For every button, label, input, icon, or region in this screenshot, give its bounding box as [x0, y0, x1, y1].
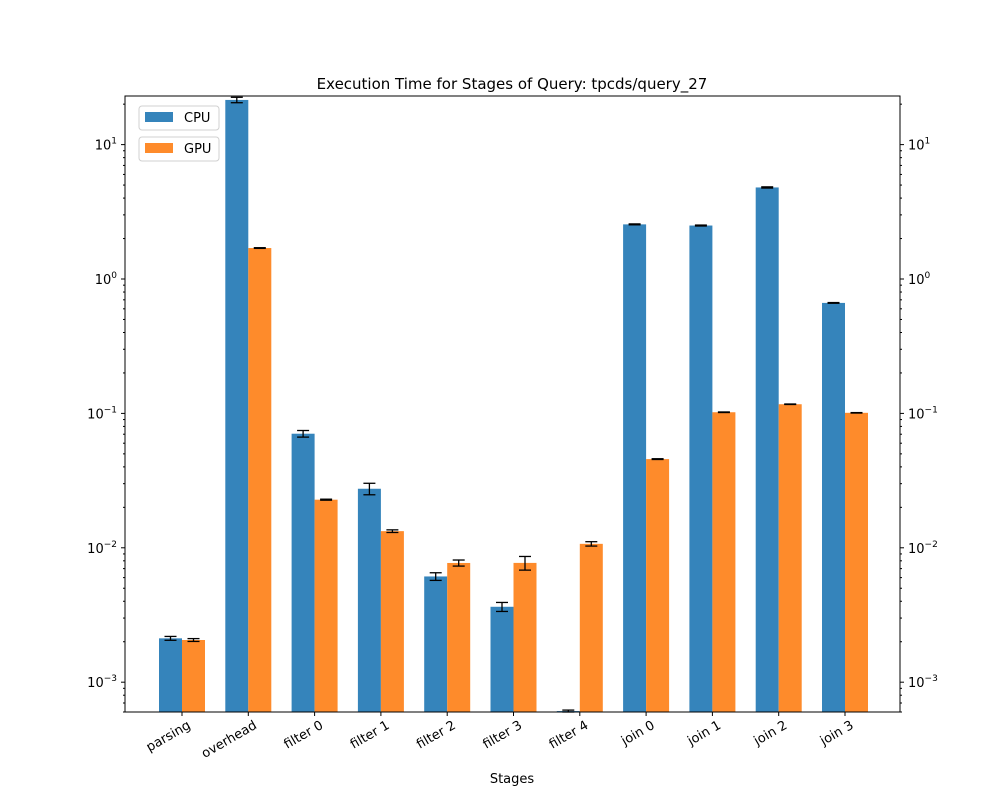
- bar-gpu-filter-3: [514, 563, 537, 712]
- left-y-axis: 10−3 10−2 10−1 100 101: [87, 104, 125, 712]
- x-tick-label: join 0: [618, 718, 657, 749]
- errorbar-cpu-join-1: [695, 225, 707, 226]
- legend-label: GPU: [184, 142, 211, 157]
- x-tick-label: join 1: [684, 718, 723, 749]
- y-tick-label-left: 10−2: [87, 540, 117, 557]
- legend-item-gpu: GPU: [139, 137, 219, 161]
- chart-title: Execution Time for Stages of Query: tpcd…: [317, 75, 708, 94]
- bars-layer: [159, 100, 868, 712]
- bar-gpu-filter-0: [315, 500, 338, 712]
- bar-cpu-join-3: [822, 303, 845, 712]
- bar-gpu-overhead: [248, 248, 271, 712]
- errorbar-gpu-join-2: [784, 404, 796, 405]
- bar-gpu-filter-2: [447, 563, 470, 712]
- x-tick-label: filter 4: [547, 718, 591, 752]
- bar-cpu-filter-2: [424, 576, 447, 712]
- bar-cpu-overhead: [225, 100, 248, 712]
- legend-item-cpu: CPU: [139, 106, 219, 130]
- bar-gpu-join-0: [646, 459, 669, 712]
- y-tick-label-right: 100: [908, 271, 931, 288]
- errorbar-cpu-join-2: [761, 187, 773, 188]
- x-tick-label: filter 0: [282, 718, 326, 752]
- bar-cpu-join-1: [689, 226, 712, 712]
- errorbar-gpu-overhead: [254, 248, 266, 249]
- errorbar-gpu-join-0: [652, 459, 664, 460]
- bar-cpu-join-0: [623, 224, 646, 712]
- x-tick-label: join 2: [751, 718, 790, 749]
- legend-label: CPU: [184, 111, 210, 126]
- bar-gpu-filter-4: [580, 544, 603, 712]
- bar-gpu-join-2: [779, 404, 802, 712]
- bar-gpu-parsing: [182, 640, 205, 712]
- y-tick-label-right: 10−3: [908, 674, 938, 691]
- y-tick-label-right: 10−1: [908, 405, 938, 422]
- bar-cpu-filter-1: [358, 489, 381, 712]
- y-tick-label-left: 101: [95, 137, 117, 154]
- y-tick-label-left: 10−3: [87, 674, 117, 691]
- x-axis-label: Stages: [490, 772, 535, 787]
- bar-gpu-filter-1: [381, 531, 404, 712]
- errorbar-cpu-join-3: [828, 303, 840, 304]
- bar-cpu-join-2: [756, 187, 779, 712]
- legend: CPU GPU: [139, 106, 219, 161]
- legend-swatch: [145, 112, 173, 122]
- errorbar-gpu-filter-0: [320, 499, 332, 500]
- bar-cpu-filter-3: [491, 607, 514, 712]
- bar-cpu-parsing: [159, 638, 182, 712]
- x-tick-label: filter 3: [480, 718, 524, 752]
- x-tick-label: join 3: [817, 718, 856, 749]
- errorbar-gpu-join-1: [718, 412, 730, 413]
- errorbar-cpu-join-0: [629, 224, 641, 225]
- x-tick-label: overhead: [199, 718, 260, 762]
- bar-gpu-join-3: [845, 413, 868, 712]
- y-tick-label-left: 100: [95, 271, 118, 288]
- right-y-axis: 10−3 10−2 10−1 100 101: [900, 104, 938, 712]
- y-tick-label-right: 10−2: [908, 540, 938, 557]
- bar-gpu-join-1: [712, 412, 735, 712]
- y-tick-label-left: 10−1: [87, 405, 117, 422]
- x-tick-label: filter 1: [348, 718, 392, 752]
- x-tick-label: filter 2: [414, 718, 458, 752]
- y-tick-label-right: 101: [908, 137, 930, 154]
- bar-cpu-filter-0: [292, 434, 315, 712]
- x-tick-label: parsing: [144, 718, 193, 755]
- legend-swatch: [145, 143, 173, 153]
